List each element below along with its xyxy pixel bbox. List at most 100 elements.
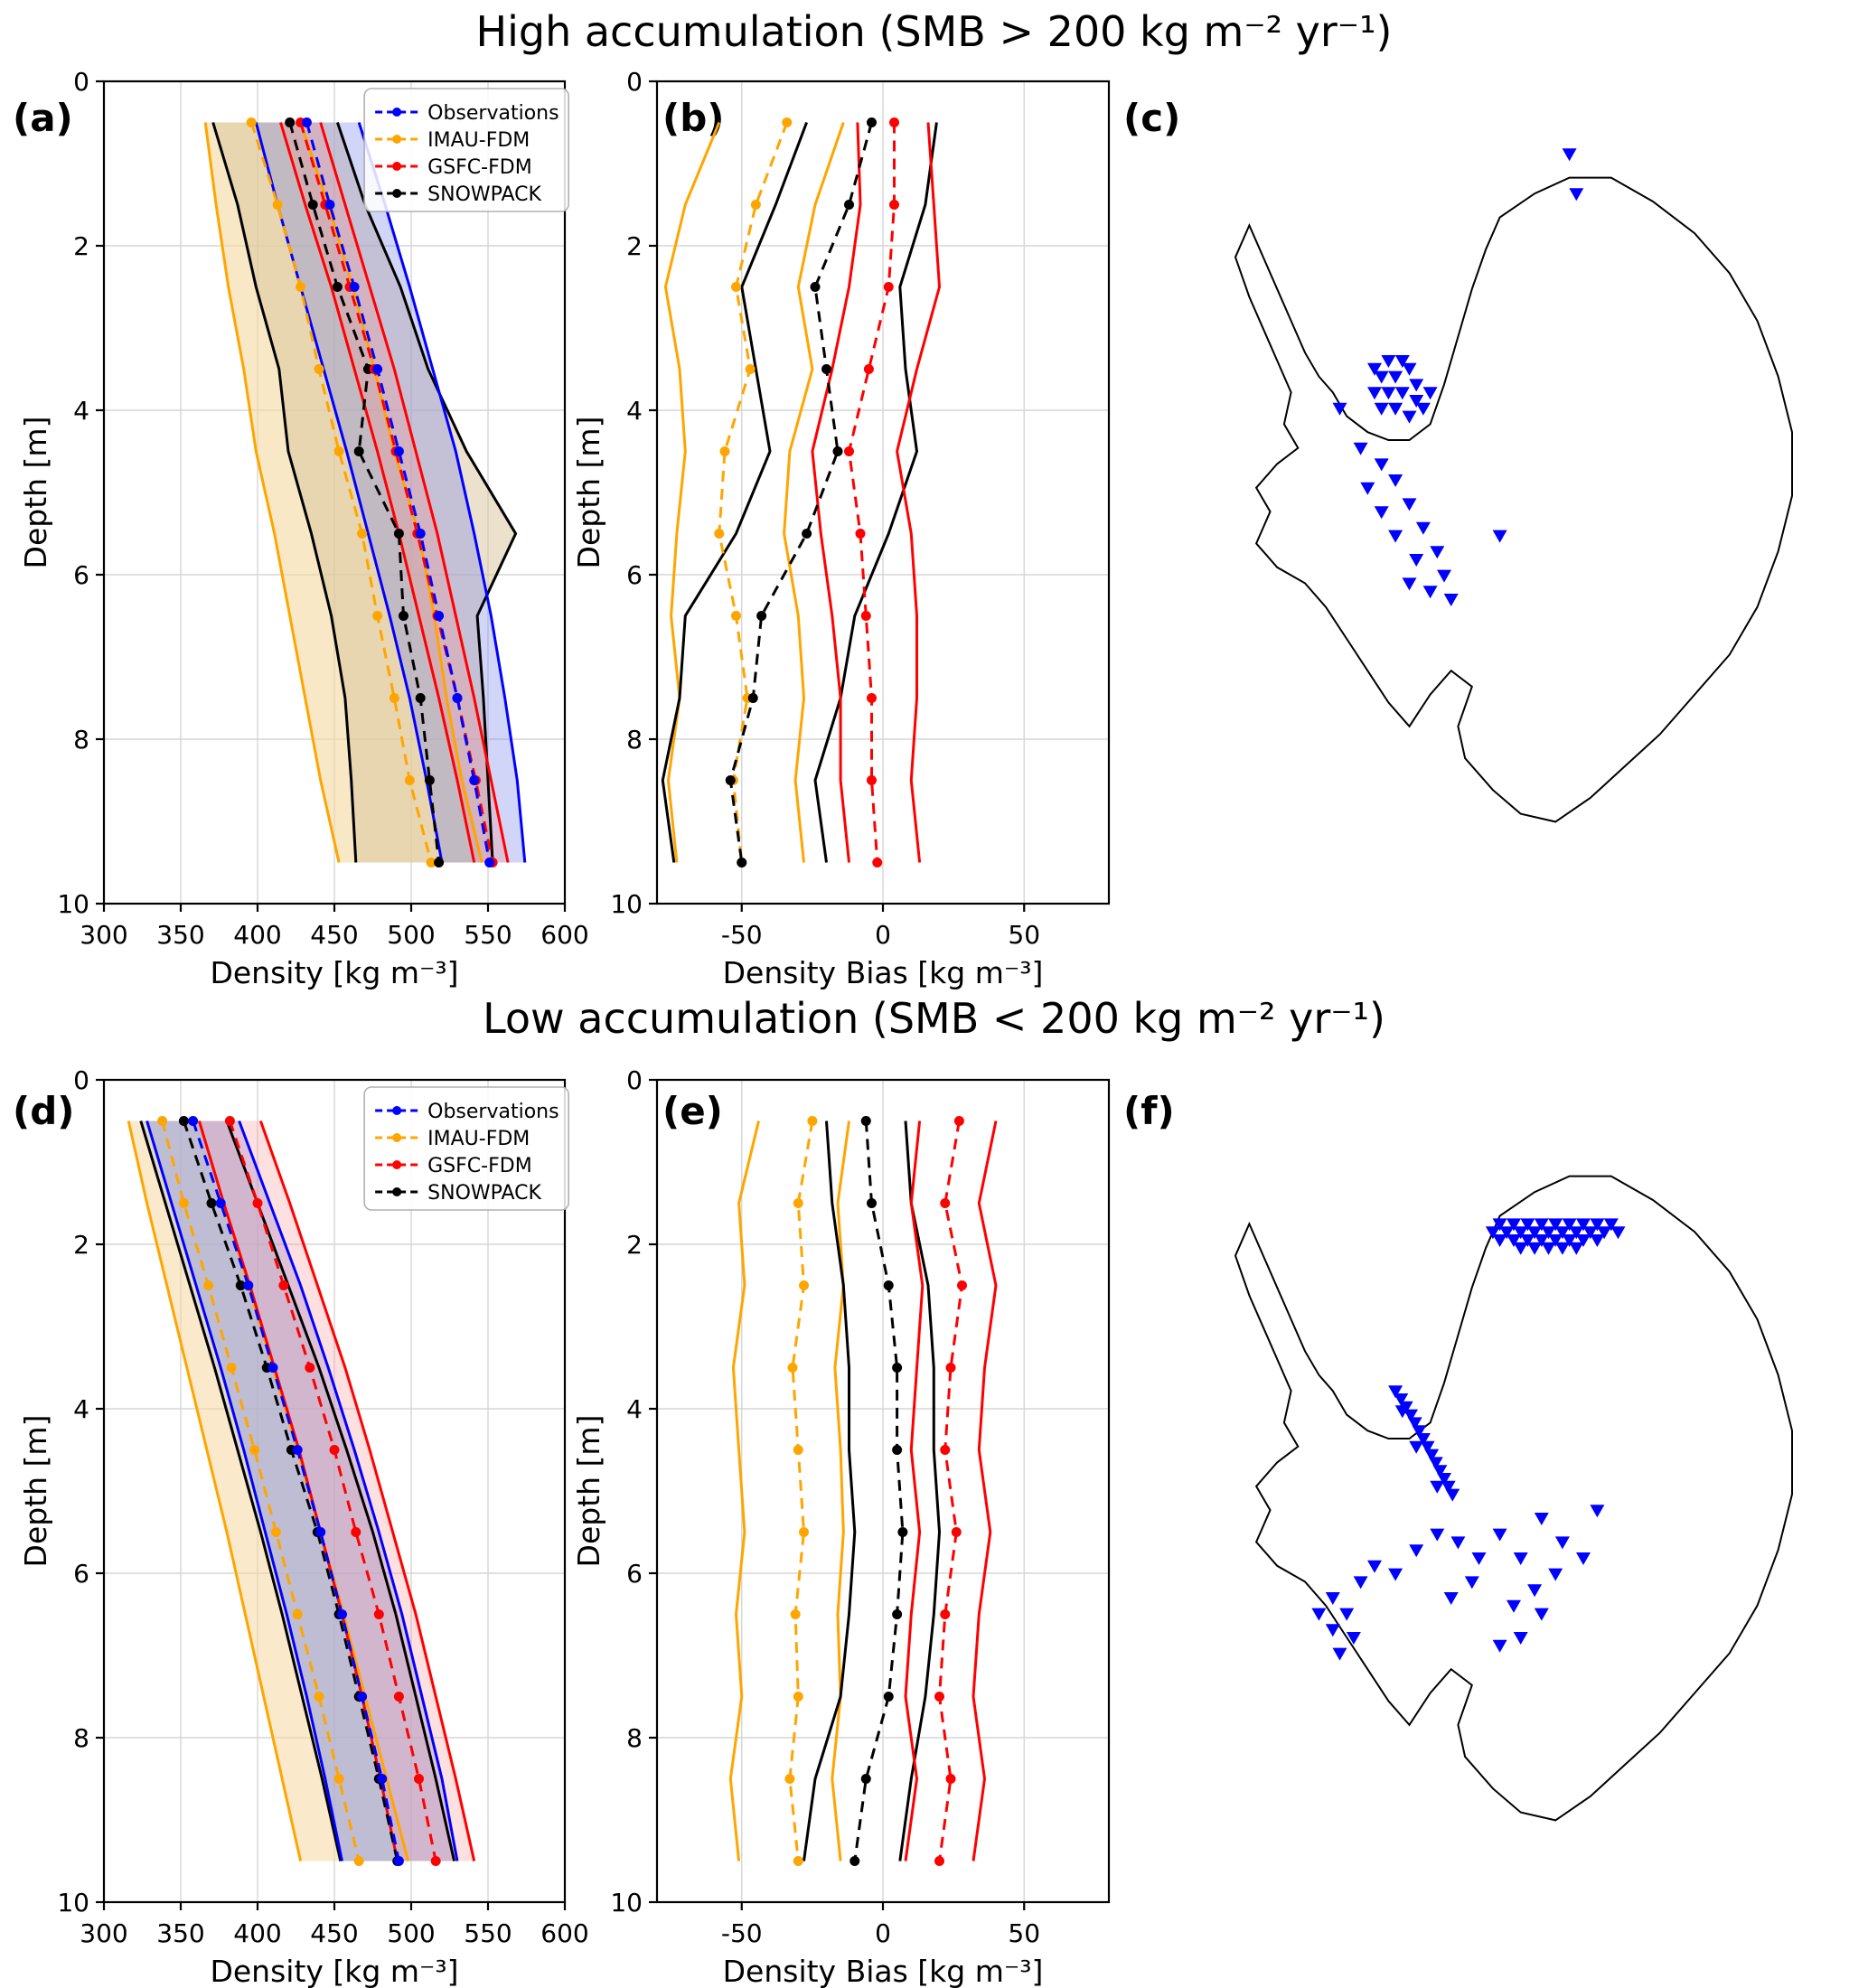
IMAU-FDM-data-point bbox=[790, 1609, 801, 1619]
GSFC-FDM-spread-upper-line bbox=[319, 122, 510, 863]
site-marker bbox=[1412, 1425, 1427, 1439]
IMAU-FDM-data-point bbox=[333, 446, 344, 456]
legend-label: GSFC-FDM bbox=[427, 1155, 532, 1177]
GSFC-FDM-data-point bbox=[860, 611, 871, 621]
y-tick-label: 10 bbox=[610, 889, 643, 919]
IMAU-FDM-mean-line bbox=[161, 1121, 361, 1861]
IMAU-FDM-data-point bbox=[745, 364, 756, 374]
site-marker bbox=[1388, 402, 1403, 416]
SNOWPACK-spread-upper-line bbox=[225, 1120, 456, 1861]
legend-marker bbox=[392, 1160, 402, 1169]
GSFC-FDM-spread-upper-line bbox=[972, 1121, 998, 1861]
y-tick-label: 6 bbox=[73, 1559, 89, 1589]
legend-marker bbox=[392, 189, 402, 198]
IMAU-FDM-spread-lower-line bbox=[663, 121, 721, 863]
GSFC-FDM-data-point bbox=[940, 1198, 951, 1208]
GSFC-FDM-data-point bbox=[224, 1116, 235, 1126]
site-marker bbox=[1443, 594, 1459, 606]
x-axis-label: Density [kg m⁻³] bbox=[210, 955, 458, 990]
legend-label: IMAU-FDM bbox=[427, 129, 530, 152]
site-marker bbox=[1402, 577, 1417, 591]
IMAU-FDM-data-point bbox=[787, 1363, 798, 1373]
IMAU-FDM-data-point bbox=[719, 446, 730, 456]
GSFC-FDM-data-point bbox=[940, 1609, 951, 1619]
IMAU-FDM-mean-line bbox=[249, 122, 433, 863]
GSFC-FDM-mean-line bbox=[847, 122, 896, 863]
IMAU-FDM-spread-lower-line bbox=[127, 1121, 303, 1861]
site-marker bbox=[1541, 1226, 1556, 1240]
site-marker bbox=[1325, 1592, 1340, 1605]
Observations-spread-band bbox=[146, 1121, 457, 1861]
Observations-data-point bbox=[324, 200, 335, 210]
x-axis-label: Density Bias [kg m⁻³] bbox=[723, 1954, 1044, 1988]
IMAU-FDM-data-point bbox=[793, 1445, 803, 1455]
site-marker bbox=[1507, 1218, 1521, 1232]
x-tick-label: 550 bbox=[464, 920, 512, 950]
site-marker bbox=[1415, 402, 1431, 416]
IMAU-FDM-data-point bbox=[793, 1198, 803, 1208]
IMAU-FDM-data-point bbox=[404, 775, 415, 785]
GSFC-FDM-data-point bbox=[305, 1363, 315, 1373]
legend-box bbox=[363, 88, 569, 212]
legend-marker bbox=[392, 162, 402, 171]
SNOWPACK-spread-lower-line bbox=[661, 121, 809, 863]
site-marker bbox=[1492, 530, 1507, 543]
GSFC-FDM-data-point bbox=[867, 775, 877, 785]
panel-label-e: (e) bbox=[662, 1089, 723, 1133]
GSFC-FDM-data-point bbox=[414, 1774, 424, 1784]
legend-marker bbox=[392, 108, 402, 117]
legend-marker bbox=[392, 1187, 402, 1196]
y-axis-label: Depth [m] bbox=[571, 417, 606, 569]
site-marker bbox=[1388, 370, 1403, 384]
SNOWPACK-data-point bbox=[802, 529, 812, 539]
y-tick-label: 0 bbox=[626, 1065, 643, 1095]
y-tick-label: 8 bbox=[626, 1723, 643, 1753]
antarctica-outline bbox=[1234, 1175, 1793, 1822]
GSFC-FDM-spread-lower-line bbox=[811, 122, 862, 863]
IMAU-FDM-data-point bbox=[272, 200, 283, 210]
x-tick-label: 400 bbox=[233, 920, 281, 950]
SNOWPACK-data-point bbox=[821, 364, 831, 374]
SNOWPACK-spread-lower-line bbox=[139, 1121, 343, 1861]
site-marker bbox=[1422, 387, 1438, 400]
site-marker bbox=[1450, 1536, 1466, 1550]
IMAU-FDM-data-point bbox=[314, 1692, 324, 1702]
Observations-data-point bbox=[372, 364, 383, 374]
x-tick-label: 50 bbox=[1008, 920, 1040, 950]
SNOWPACK-spread-band bbox=[140, 1121, 455, 1861]
GSFC-FDM-spread-upper-line bbox=[258, 1120, 476, 1861]
site-marker bbox=[1562, 1218, 1577, 1232]
site-marker bbox=[1430, 1480, 1445, 1494]
y-tick-label: 6 bbox=[626, 560, 643, 590]
GSFC-FDM-data-point bbox=[953, 1116, 964, 1126]
IMAU-FDM-data-point bbox=[270, 1527, 281, 1537]
panel-d-density-profile-chart: 300 350 400 450 500 550 600 0 2 4 6 8 10 Density [kg … bbox=[18, 1065, 589, 1988]
GSFC-FDM-data-point bbox=[278, 1280, 289, 1290]
site-marker bbox=[1507, 1599, 1521, 1613]
Observations-spread-lower-line bbox=[145, 1121, 343, 1861]
IMAU-FDM-data-point bbox=[731, 611, 741, 621]
x-tick-label: -50 bbox=[721, 920, 763, 950]
IMAU-FDM-spread-upper-line bbox=[831, 1121, 850, 1861]
GSFC-FDM-mean-line bbox=[937, 1121, 964, 1861]
site-marker bbox=[1374, 402, 1389, 416]
legend-marker bbox=[392, 1133, 402, 1142]
site-marker bbox=[1576, 1234, 1591, 1247]
site-marker bbox=[1513, 1632, 1528, 1645]
x-tick-label: 500 bbox=[387, 1918, 435, 1948]
site-marker bbox=[1499, 1226, 1515, 1240]
IMAU-FDM-data-point bbox=[226, 1363, 237, 1373]
SNOWPACK-data-point bbox=[883, 1280, 894, 1290]
legend-marker bbox=[392, 135, 402, 144]
GSFC-FDM-data-point bbox=[855, 529, 866, 539]
site-marker bbox=[1527, 1584, 1543, 1598]
site-marker bbox=[1432, 1465, 1448, 1478]
SNOWPACK-spread-band bbox=[212, 122, 516, 863]
Observations-spread-upper-line bbox=[238, 1120, 459, 1861]
IMAU-FDM-data-point bbox=[799, 1280, 809, 1290]
x-tick-label: 600 bbox=[540, 1918, 588, 1948]
y-tick-label: 8 bbox=[73, 725, 89, 755]
Observations-spread-upper-line bbox=[357, 122, 527, 863]
x-tick-label: 50 bbox=[1008, 1918, 1040, 1948]
GSFC-FDM-data-point bbox=[934, 1692, 944, 1702]
